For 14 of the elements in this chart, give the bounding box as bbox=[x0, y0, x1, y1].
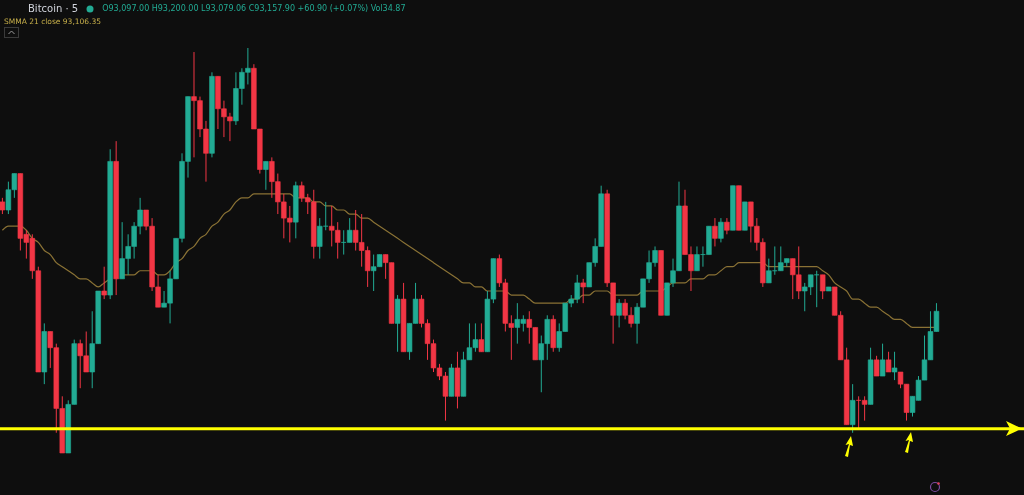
candlestick bbox=[712, 217, 718, 247]
candlestick bbox=[263, 160, 269, 191]
candlestick bbox=[478, 322, 485, 353]
candlestick bbox=[873, 355, 880, 377]
candlestick bbox=[580, 278, 586, 304]
candlestick bbox=[616, 298, 622, 328]
candlestick bbox=[891, 351, 898, 381]
candlestick bbox=[101, 266, 107, 300]
chart-title: Bitcoin · 5 bbox=[28, 3, 79, 14]
text: O93,097.00 H93,200.00 L93,079.06 C93,157.90 +60.90 (+0.07%) Vol34.87 bbox=[102, 4, 406, 13]
candlestick bbox=[885, 351, 892, 373]
candlestick bbox=[879, 343, 886, 377]
candlestick bbox=[718, 217, 724, 243]
candlestick bbox=[820, 274, 826, 300]
